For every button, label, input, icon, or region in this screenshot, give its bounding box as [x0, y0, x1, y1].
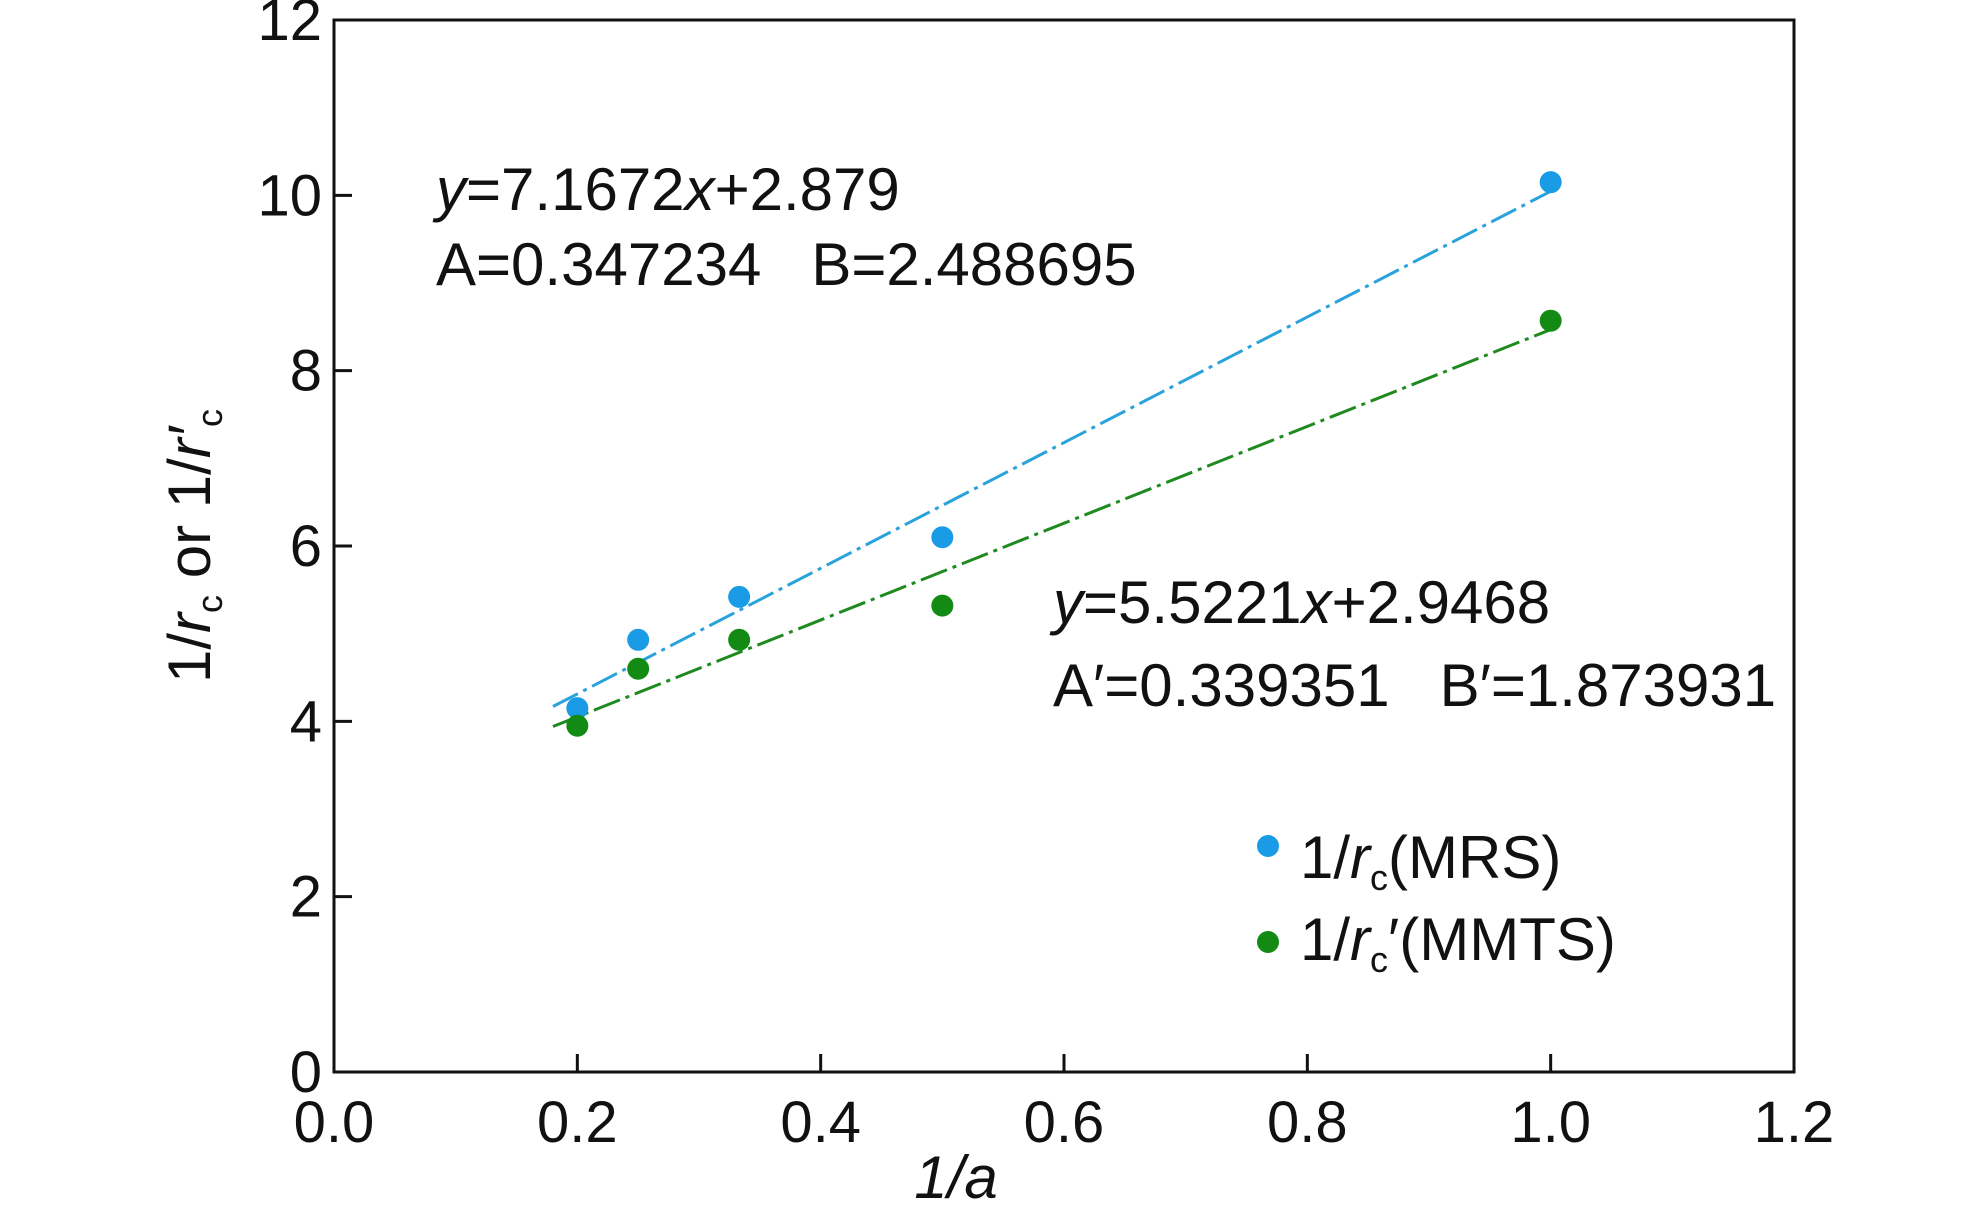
data-point-mrs — [566, 697, 589, 720]
x-tick-label: 0.0 — [294, 1090, 375, 1155]
data-point-mrs — [627, 628, 650, 651]
x-tick-label: 0.8 — [1267, 1090, 1348, 1155]
data-points — [566, 171, 1562, 737]
y-tick-label: 0 — [290, 1040, 322, 1105]
eq1-intercept: +2.879 — [715, 156, 900, 223]
data-point-mrs — [931, 526, 954, 549]
y-tick-label: 4 — [290, 689, 322, 754]
x-tick-label: 1.0 — [1510, 1090, 1591, 1155]
equation-mrs: y=7.1672x+2.879 A=0.347234 B=2.488695 — [432, 156, 1137, 298]
eq2-y: y — [1049, 569, 1087, 636]
eq2-x: x — [1299, 569, 1334, 636]
eq1-params: A=0.347234 B=2.488695 — [436, 231, 1137, 298]
equation-mmts: y=5.5221x+2.9468 A′=0.339351 B′=1.873931 — [1049, 569, 1776, 719]
fit-lines — [552, 189, 1552, 728]
svg-text:y=5.5221x+2.9468: y=5.5221x+2.9468 — [1049, 569, 1550, 636]
data-point-mmts — [728, 628, 751, 651]
data-point-mmts — [931, 594, 954, 617]
data-point-mmts — [1539, 309, 1562, 332]
y-tick-label: 2 — [290, 865, 322, 930]
fit-line-mmts — [552, 328, 1552, 728]
x-tick-label: 0.6 — [1024, 1090, 1105, 1155]
eq2-params: A′=0.339351 B′=1.873931 — [1053, 652, 1776, 719]
eq2-intercept: +2.9468 — [1332, 569, 1551, 636]
y-axis-title: 1/rc or 1/r′c — [156, 409, 230, 683]
eq1-y: y — [432, 156, 470, 223]
data-point-mrs — [1539, 171, 1562, 194]
svg-text:y=7.1672x+2.879: y=7.1672x+2.879 — [432, 156, 900, 223]
y-tick-label: 8 — [290, 339, 322, 404]
legend-label-mrs: 1/rc(MRS) — [1300, 824, 1561, 898]
legend-label-mmts: 1/rc′(MMTS) — [1300, 906, 1616, 980]
x-tick-labels: 0.0 0.2 0.4 0.6 0.8 1.0 1.2 — [294, 1090, 1835, 1155]
ticks — [332, 18, 1796, 1074]
y-tick-labels: 0 2 4 6 8 10 12 — [257, 0, 322, 1105]
legend: 1/rc(MRS) 1/rc′(MMTS) — [1257, 824, 1616, 980]
y-tick-label: 6 — [290, 514, 322, 579]
x-tick-label: 0.2 — [537, 1090, 618, 1155]
legend-marker-mrs — [1257, 835, 1279, 857]
y-tick-label: 10 — [257, 163, 322, 228]
x-axis-title: 1/a — [914, 1144, 997, 1205]
data-point-mrs — [728, 585, 751, 608]
data-point-mmts — [627, 657, 650, 680]
legend-marker-mmts — [1257, 931, 1279, 953]
fit-line-mrs — [552, 189, 1552, 708]
data-point-mmts — [566, 714, 589, 737]
eq1-coef: =7.1672 — [466, 156, 685, 223]
svg-text:1/rc or 1/r′c: 1/rc or 1/r′c — [156, 409, 230, 683]
x-tick-label: 1.2 — [1754, 1090, 1835, 1155]
eq2-coef: =5.5221 — [1083, 569, 1302, 636]
y-tick-label: 12 — [257, 0, 322, 53]
x-tick-label: 0.4 — [780, 1090, 861, 1155]
eq1-x: x — [682, 156, 717, 223]
